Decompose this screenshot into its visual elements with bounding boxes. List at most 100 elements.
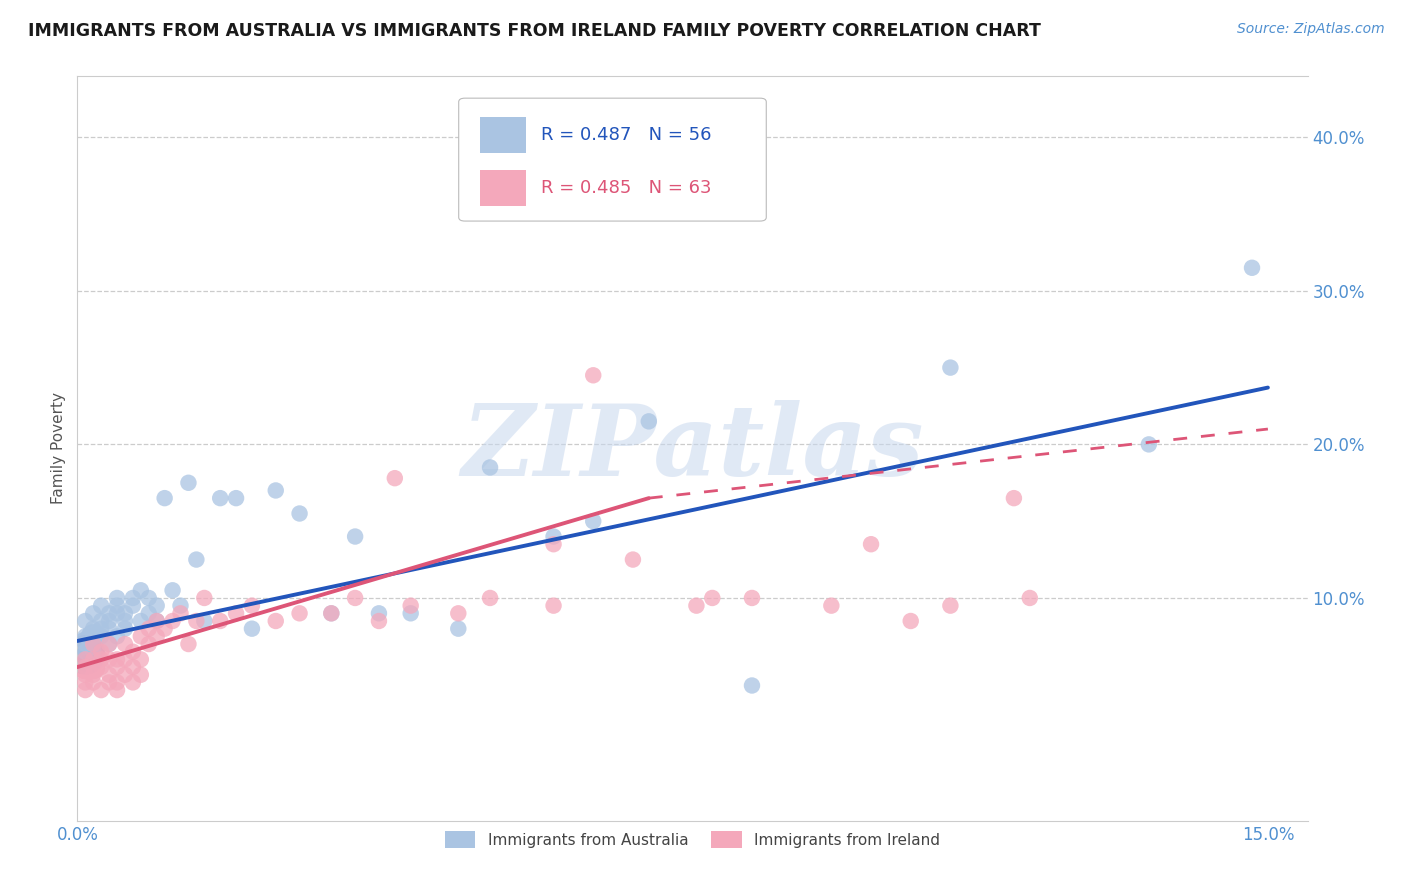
- Point: [75, 660, 97, 674]
- Point: [129, 667, 152, 681]
- Point: [114, 652, 136, 666]
- Point: [129, 652, 152, 666]
- Point: [685, 599, 707, 613]
- Point: [479, 460, 502, 475]
- Point: [75, 637, 97, 651]
- Text: IMMIGRANTS FROM AUSTRALIA VS IMMIGRANTS FROM IRELAND FAMILY POVERTY CORRELATION : IMMIGRANTS FROM AUSTRALIA VS IMMIGRANTS …: [28, 22, 1040, 40]
- Point: [153, 622, 176, 636]
- Point: [177, 637, 200, 651]
- Point: [98, 637, 121, 651]
- Point: [344, 529, 367, 543]
- Point: [82, 629, 104, 643]
- Point: [82, 637, 104, 651]
- Point: [900, 614, 922, 628]
- Point: [105, 591, 128, 605]
- Point: [75, 660, 97, 674]
- Point: [82, 645, 104, 659]
- Point: [75, 637, 97, 651]
- Point: [122, 591, 145, 605]
- Point: [75, 652, 97, 666]
- Point: [98, 622, 121, 636]
- Point: [82, 645, 104, 659]
- Point: [82, 645, 104, 659]
- Point: [122, 660, 145, 674]
- Point: [186, 552, 208, 566]
- Point: [75, 629, 97, 643]
- Point: [75, 660, 97, 674]
- Point: [105, 660, 128, 674]
- Point: [90, 660, 112, 674]
- Point: [114, 622, 136, 636]
- Point: [75, 637, 97, 651]
- Point: [75, 652, 97, 666]
- Point: [105, 607, 128, 621]
- Point: [75, 645, 97, 659]
- Point: [82, 629, 104, 643]
- Point: [225, 607, 247, 621]
- Point: [114, 637, 136, 651]
- Point: [1137, 437, 1160, 451]
- Point: [90, 683, 112, 698]
- Point: [741, 591, 763, 605]
- Point: [82, 645, 104, 659]
- Point: [129, 629, 152, 643]
- Point: [98, 675, 121, 690]
- Point: [98, 614, 121, 628]
- Point: [105, 599, 128, 613]
- Point: [543, 537, 565, 551]
- Point: [75, 637, 97, 651]
- Point: [240, 599, 263, 613]
- Point: [153, 491, 176, 505]
- Point: [82, 629, 104, 643]
- Point: [75, 637, 97, 651]
- Point: [543, 599, 565, 613]
- Point: [122, 599, 145, 613]
- Point: [82, 629, 104, 643]
- Point: [264, 614, 287, 628]
- Point: [75, 652, 97, 666]
- Point: [264, 483, 287, 498]
- Point: [939, 599, 962, 613]
- Point: [75, 648, 97, 662]
- Legend: Immigrants from Australia, Immigrants from Ireland: Immigrants from Australia, Immigrants fr…: [439, 825, 946, 854]
- Point: [82, 667, 104, 681]
- Point: [399, 599, 422, 613]
- Point: [543, 529, 565, 543]
- Text: Source: ZipAtlas.com: Source: ZipAtlas.com: [1237, 22, 1385, 37]
- Text: R = 0.485   N = 63: R = 0.485 N = 63: [541, 179, 711, 197]
- Point: [240, 622, 263, 636]
- Point: [384, 471, 406, 485]
- Point: [82, 629, 104, 643]
- Point: [145, 614, 167, 628]
- Point: [82, 629, 104, 643]
- Bar: [479, 170, 526, 206]
- Point: [288, 607, 311, 621]
- Point: [820, 599, 842, 613]
- Point: [98, 607, 121, 621]
- Point: [321, 607, 343, 621]
- Point: [637, 414, 659, 428]
- Point: [82, 660, 104, 674]
- Point: [129, 583, 152, 598]
- Point: [138, 607, 160, 621]
- Point: [114, 607, 136, 621]
- Point: [82, 660, 104, 674]
- Point: [169, 607, 191, 621]
- Text: R = 0.487   N = 56: R = 0.487 N = 56: [541, 126, 711, 144]
- Point: [75, 675, 97, 690]
- Point: [75, 660, 97, 674]
- Point: [162, 583, 184, 598]
- Point: [90, 645, 112, 659]
- Point: [368, 614, 391, 628]
- Point: [75, 614, 97, 628]
- Point: [82, 607, 104, 621]
- Point: [145, 614, 167, 628]
- Point: [162, 614, 184, 628]
- Point: [225, 491, 247, 505]
- Point: [169, 599, 191, 613]
- Point: [741, 678, 763, 692]
- Point: [75, 652, 97, 666]
- Point: [82, 629, 104, 643]
- Point: [105, 683, 128, 698]
- FancyBboxPatch shape: [458, 98, 766, 221]
